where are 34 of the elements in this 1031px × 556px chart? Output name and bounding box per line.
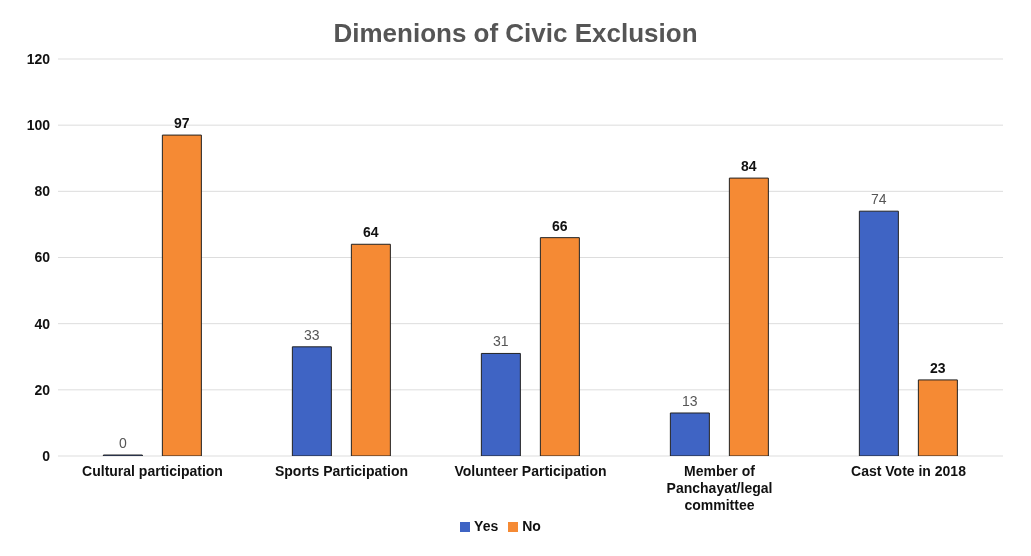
bar [669, 412, 710, 456]
y-tick-label: 40 [34, 315, 51, 332]
x-tick-label: Cast Vote in 2018 [851, 463, 967, 479]
bar [858, 210, 899, 456]
bar [539, 237, 580, 456]
data-label: 13 [682, 392, 698, 409]
data-label: 33 [304, 326, 320, 343]
bar [728, 177, 769, 456]
y-tick-label: 0 [42, 447, 51, 464]
x-tick-label: Sports Participation [274, 463, 409, 479]
legend-label: No [522, 518, 541, 534]
bar [917, 379, 958, 456]
chart-title: Dimenions of Civic Exclusion [332, 17, 699, 49]
data-label: 0 [118, 435, 127, 451]
data-label: 23 [930, 359, 946, 376]
data-label: 66 [552, 217, 568, 234]
y-tick-label: 80 [34, 183, 51, 200]
data-label: 74 [871, 191, 887, 208]
bar [291, 346, 332, 456]
data-label: 84 [741, 158, 757, 175]
data-label: 97 [174, 115, 190, 132]
bar [161, 134, 202, 456]
y-tick-label: 120 [26, 50, 51, 67]
legend-label: Yes [474, 518, 499, 534]
x-tick-label: Volunteer Participation [454, 463, 607, 479]
x-tick-label: Cultural participation [82, 463, 223, 479]
bar [350, 243, 391, 456]
x-tick-label: Member of Panchayat/legal committee [666, 463, 773, 513]
y-tick-label: 20 [34, 381, 51, 398]
bar [480, 352, 521, 456]
y-tick-label: 60 [34, 249, 51, 266]
data-label: 31 [493, 333, 509, 350]
y-tick-label: 100 [26, 117, 51, 134]
data-label: 64 [363, 224, 379, 241]
